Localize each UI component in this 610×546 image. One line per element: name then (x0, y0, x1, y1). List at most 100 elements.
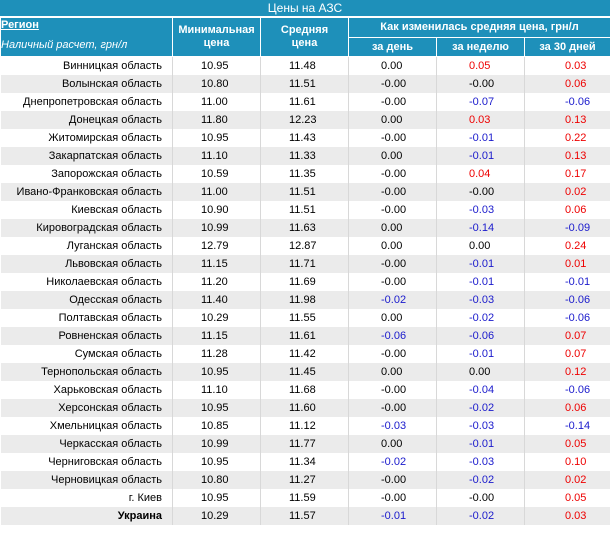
change-30-days-cell: 0.10 (524, 453, 610, 471)
min-price-cell: 11.28 (172, 345, 261, 363)
table-row: Украина 10.29 11.57 -0.01 -0.02 0.03 (0, 507, 610, 525)
change-day-cell: -0.00 (348, 75, 437, 93)
avg-price-cell: 11.42 (260, 345, 349, 363)
change-day-cell: 0.00 (348, 435, 437, 453)
table-row: Херсонская область 10.95 11.60 -0.00 -0.02 0.… (0, 399, 610, 417)
min-price-cell: 10.85 (172, 417, 261, 435)
change-30-days-cell: -0.06 (524, 291, 610, 309)
avg-price-cell: 11.59 (260, 489, 349, 507)
min-price-cell: 11.15 (172, 327, 261, 345)
table-row: Луганская область 12.79 12.87 0.00 0.00 0.24 (0, 237, 610, 255)
change-day-cell: 0.00 (348, 363, 437, 381)
table-row: Николаевская область 11.20 11.69 -0.00 -0.01… (0, 273, 610, 291)
avg-price-cell: 11.63 (260, 219, 349, 237)
avg-price-cell: 11.69 (260, 273, 349, 291)
region-cell: Украина (0, 507, 173, 525)
payment-type-label: Наличный расчет, грн/л (1, 39, 128, 51)
change-30-days-cell: -0.06 (524, 381, 610, 399)
table-row: г. Киев 10.95 11.59 -0.00 -0.00 0.05 (0, 489, 610, 507)
region-cell: Луганская область (0, 237, 173, 255)
region-header-title: Регион (1, 19, 39, 31)
min-price-cell: 10.99 (172, 435, 261, 453)
change-week-cell: -0.02 (436, 507, 525, 525)
min-price-cell: 10.95 (172, 399, 261, 417)
change-30-days-cell: 0.05 (524, 435, 610, 453)
change-week-cell: 0.05 (436, 56, 525, 75)
change-day-cell: -0.02 (348, 291, 437, 309)
change-day-cell: -0.03 (348, 417, 437, 435)
min-price-cell: 10.95 (172, 453, 261, 471)
min-price-cell: 12.79 (172, 237, 261, 255)
avg-price-cell: 11.48 (260, 56, 349, 75)
avg-price-cell: 11.33 (260, 147, 349, 165)
change-week-cell: -0.01 (436, 435, 525, 453)
avg-price-cell: 12.23 (260, 111, 349, 129)
change-day-cell: -0.00 (348, 183, 437, 201)
region-cell: Черкасская область (0, 435, 173, 453)
change-week-cell: -0.00 (436, 183, 525, 201)
change-week-cell: -0.03 (436, 201, 525, 219)
change-30-days-cell: 0.13 (524, 111, 610, 129)
change-30-days-cell: 0.06 (524, 399, 610, 417)
change-30-days-cell: 0.03 (524, 56, 610, 75)
change-30-days-cell: -0.06 (524, 309, 610, 327)
change-day-cell: -0.00 (348, 345, 437, 363)
change-day-cell: -0.00 (348, 471, 437, 489)
region-cell: Сумская область (0, 345, 173, 363)
avg-price-header-line2: цена (291, 37, 318, 49)
avg-price-cell: 11.51 (260, 201, 349, 219)
change-day-cell: 0.00 (348, 237, 437, 255)
avg-price-cell: 11.43 (260, 129, 349, 147)
avg-price-cell: 11.68 (260, 381, 349, 399)
table-row: Волынская область 10.80 11.51 -0.00 -0.00 0.0… (0, 75, 610, 93)
change-week-cell: -0.01 (436, 129, 525, 147)
change-day-cell: -0.00 (348, 399, 437, 417)
change-30-days-cell: 0.07 (524, 327, 610, 345)
avg-price-cell: 11.57 (260, 507, 349, 525)
table-row: Львовская область 11.15 11.71 -0.00 -0.01 0.0… (0, 255, 610, 273)
min-price-cell: 11.15 (172, 255, 261, 273)
change-day-cell: 0.00 (348, 219, 437, 237)
region-cell: Киевская область (0, 201, 173, 219)
table-row: Запорожская область 10.59 11.35 -0.00 0.04 0.… (0, 165, 610, 183)
change-week-cell: -0.03 (436, 291, 525, 309)
change-day-cell: -0.00 (348, 201, 437, 219)
change-week-cell: -0.00 (436, 75, 525, 93)
table-row: Черниговская область 10.95 11.34 -0.02 -0.03… (0, 453, 610, 471)
change-30-days-cell: -0.09 (524, 219, 610, 237)
region-cell: Херсонская область (0, 399, 173, 417)
change-day-cell: -0.00 (348, 255, 437, 273)
table-row: Винницкая область 10.95 11.48 0.00 0.05 0.03 (0, 56, 610, 75)
avg-price-cell: 11.98 (260, 291, 349, 309)
region-cell: Кировоградская область (0, 219, 173, 237)
table-row: Черновицкая область 10.80 11.27 -0.00 -0.02 0… (0, 471, 610, 489)
change-week-cell: -0.03 (436, 417, 525, 435)
min-price-cell: 11.40 (172, 291, 261, 309)
change-week-cell: 0.03 (436, 111, 525, 129)
change-week-cell: -0.00 (436, 489, 525, 507)
table-row: Ивано-Франковская область 11.00 11.51 -0.00… (0, 183, 610, 201)
region-cell: Житомирская область (0, 129, 173, 147)
change-week-cell: -0.04 (436, 381, 525, 399)
change-week-cell: -0.02 (436, 471, 525, 489)
change-week-cell: -0.03 (436, 453, 525, 471)
change-30-days-cell: 0.05 (524, 489, 610, 507)
avg-price-header-line1: Средняя (280, 24, 329, 36)
change-day-cell: -0.00 (348, 93, 437, 111)
min-price-header-line1: Минимальная (178, 24, 255, 36)
change-day-cell: -0.00 (348, 129, 437, 147)
min-price-cell: 10.95 (172, 489, 261, 507)
per-30-days-header: за 30 дней (524, 36, 610, 57)
table-row: Ровненская область 11.15 11.61 -0.06 -0.06 0.… (0, 327, 610, 345)
min-price-cell: 11.10 (172, 147, 261, 165)
change-day-cell: -0.06 (348, 327, 437, 345)
region-cell: Днепропетровская область (0, 93, 173, 111)
region-cell: Харьковская область (0, 381, 173, 399)
change-30-days-cell: 0.06 (524, 201, 610, 219)
table-row: Хмельницкая область 10.85 11.12 -0.03 -0.03-… (0, 417, 610, 435)
region-header: Регион Наличный расчет, грн/л (0, 17, 173, 57)
change-week-cell: -0.07 (436, 93, 525, 111)
min-price-cell: 11.10 (172, 381, 261, 399)
change-week-cell: -0.06 (436, 327, 525, 345)
